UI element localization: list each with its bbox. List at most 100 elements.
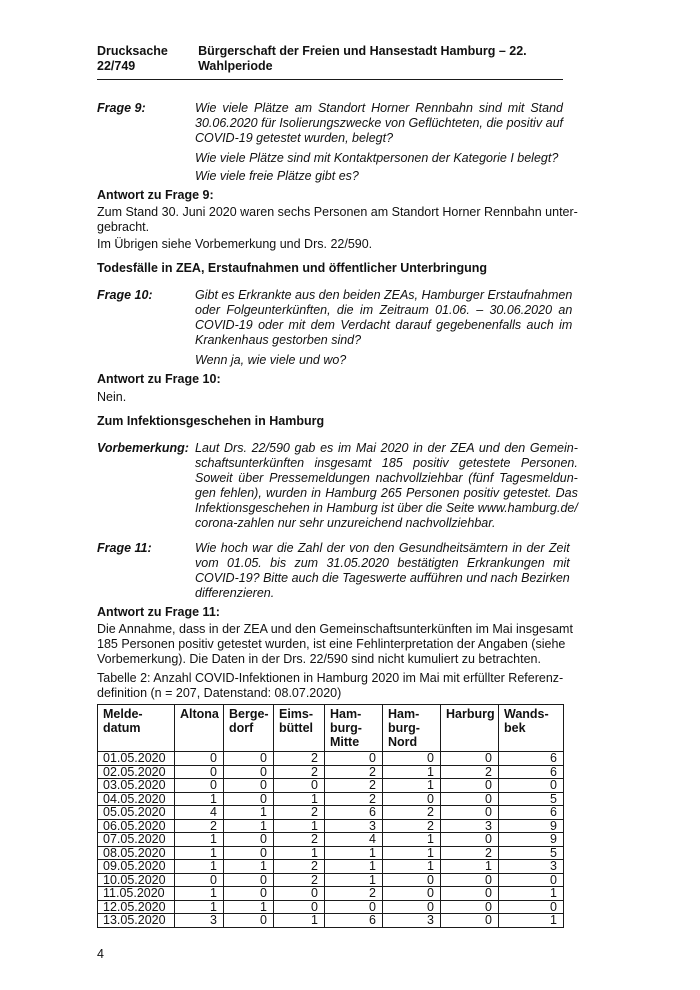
cell-value: 1	[174, 886, 224, 901]
cell-value: 1	[382, 764, 441, 779]
cell-value: 1	[223, 805, 274, 820]
section-heading-infektionsgeschehen: Zum Infektionsgeschehen in Hamburg	[97, 414, 325, 428]
column-header: Melde- datum	[97, 704, 175, 752]
cell-value: 0	[223, 764, 274, 779]
frage11-block: Frage 11: Wie hoch war die Zahl der von …	[97, 541, 570, 601]
frage9-label: Frage 9:	[97, 101, 146, 115]
cell-value: 0	[223, 913, 274, 928]
text-line: schaftsunterkünften insgesamt 185 positi…	[195, 456, 578, 470]
cell-value: 3	[324, 818, 383, 833]
cell-value: 1	[498, 886, 564, 901]
cell-value: 2	[273, 764, 325, 779]
cell-value: 3	[174, 913, 224, 928]
cell-melde-datum: 07.05.2020	[97, 832, 175, 847]
antwort11-paragraph-1: Die Annahme, dass in der ZEA und den Gem…	[97, 622, 573, 667]
antwort10-heading: Antwort zu Frage 10:	[97, 372, 221, 386]
cell-value: 1	[223, 818, 274, 833]
cell-value: 0	[174, 764, 224, 779]
covid-infections-table: Melde- datum Altona Berge- dorf Eims- bütte…	[97, 704, 564, 928]
frage9-question-2: Wie viele Plätze sind mit Kontaktpersone…	[195, 151, 559, 165]
cell-value: 2	[273, 872, 325, 887]
cell-value: 0	[382, 791, 441, 806]
text-line: COVID-19 getestet wurden, belegt?	[195, 131, 394, 145]
frage9-question-3: Wie viele freie Plätze gibt es?	[195, 169, 359, 183]
cell-value: 2	[382, 805, 441, 820]
cell-value: 1	[273, 818, 325, 833]
table-row: 10.05.2020 0 0 2 1 0 0 0	[97, 872, 564, 887]
table-row: 04.05.2020 1 0 1 2 0 0 5	[97, 791, 564, 806]
text-line: 185 Personen positiv getestet wurden, is…	[97, 637, 566, 651]
cell-value: 2	[273, 832, 325, 847]
text-line: Infektionsgeschehen in Hamburg ist über …	[195, 501, 578, 515]
cell-melde-datum: 04.05.2020	[97, 791, 175, 806]
cell-value: 1	[382, 845, 441, 860]
cell-value: 0	[498, 778, 564, 793]
cell-value: 1	[273, 791, 325, 806]
cell-value: 4	[324, 832, 383, 847]
cell-value: 0	[273, 886, 325, 901]
cell-value: 0	[174, 872, 224, 887]
table-row: 06.05.2020 2 1 1 3 2 3 9	[97, 818, 564, 833]
cell-melde-datum: 06.05.2020	[97, 818, 175, 833]
cell-value: 2	[273, 805, 325, 820]
table-header-row: Melde- datum Altona Berge- dorf Eims- bütte…	[97, 704, 564, 752]
cell-value: 0	[273, 899, 325, 914]
text-line: gen fehlen), wurden in Hamburg 265 Perso…	[195, 486, 578, 500]
cell-value: 1	[382, 778, 441, 793]
cell-melde-datum: 05.05.2020	[97, 805, 175, 820]
column-header: Wands- bek	[498, 704, 564, 752]
frage9-question-1: Wie viele Plätze am Standort Horner Renn…	[195, 101, 563, 146]
cell-value: 0	[382, 872, 441, 887]
antwort9-heading: Antwort zu Frage 9:	[97, 188, 214, 202]
table-row: 07.05.2020 1 0 2 4 1 0 9	[97, 832, 564, 847]
table-row: 03.05.2020 0 0 0 2 1 0 0	[97, 778, 564, 793]
cell-value: 1	[273, 913, 325, 928]
text-line: gebracht.	[97, 220, 150, 234]
cell-value: 0	[440, 886, 499, 901]
cell-value: 0	[498, 899, 564, 914]
table-row: 13.05.2020 3 0 1 6 3 0 1	[97, 913, 564, 928]
text-line: oder Folgeunterkünften, die im Zeitraum …	[195, 303, 573, 317]
cell-melde-datum: 11.05.2020	[97, 886, 175, 901]
column-header: Altona	[174, 704, 224, 752]
column-header: Ham- burg- Nord	[382, 704, 441, 752]
cell-value: 2	[273, 751, 325, 766]
cell-value: 1	[174, 791, 224, 806]
text-line: corona-zahlen nur sehr unzureichend nach…	[195, 516, 496, 530]
cell-value: 1	[174, 859, 224, 874]
cell-value: 0	[324, 751, 383, 766]
cell-value: 0	[498, 872, 564, 887]
cell-value: 1	[223, 859, 274, 874]
cell-value: 9	[498, 818, 564, 833]
cell-value: 2	[174, 818, 224, 833]
vorbemerkung-label: Vorbemerkung:	[97, 441, 189, 455]
cell-value: 1	[273, 845, 325, 860]
frage10-block: Frage 10: Gibt es Erkrankte aus den beid…	[97, 288, 572, 368]
antwort10-text: Nein.	[97, 390, 127, 404]
cell-value: 0	[440, 751, 499, 766]
cell-value: 4	[174, 805, 224, 820]
cell-value: 3	[382, 913, 441, 928]
cell-value: 0	[223, 845, 274, 860]
text-line: Tabelle 2: Anzahl COVID-Infektionen in H…	[97, 671, 564, 685]
cell-melde-datum: 12.05.2020	[97, 899, 175, 914]
table-row: 09.05.2020 1 1 2 1 1 1 3	[97, 859, 564, 874]
text-line: 30.06.2020 für Isolierungszwecke von Gef…	[195, 116, 563, 130]
table-row: 08.05.2020 1 0 1 1 1 2 5	[97, 845, 564, 860]
cell-value: 1	[174, 832, 224, 847]
cell-value: 0	[382, 751, 441, 766]
cell-value: 0	[440, 832, 499, 847]
cell-value: 2	[273, 859, 325, 874]
cell-value: 5	[498, 845, 564, 860]
cell-value: 3	[498, 859, 564, 874]
cell-melde-datum: 13.05.2020	[97, 913, 175, 928]
text-line: Zum Stand 30. Juni 2020 waren sechs Pers…	[97, 205, 578, 219]
frage10-label: Frage 10:	[97, 288, 153, 302]
cell-value: 6	[324, 805, 383, 820]
table-row: 02.05.2020 0 0 2 2 1 2 6	[97, 764, 564, 779]
cell-melde-datum: 09.05.2020	[97, 859, 175, 874]
text-line: Wie hoch war die Zahl der von den Gesund…	[195, 541, 570, 555]
column-header: Ham- burg- Mitte	[324, 704, 383, 752]
cell-melde-datum: 08.05.2020	[97, 845, 175, 860]
cell-value: 0	[273, 778, 325, 793]
